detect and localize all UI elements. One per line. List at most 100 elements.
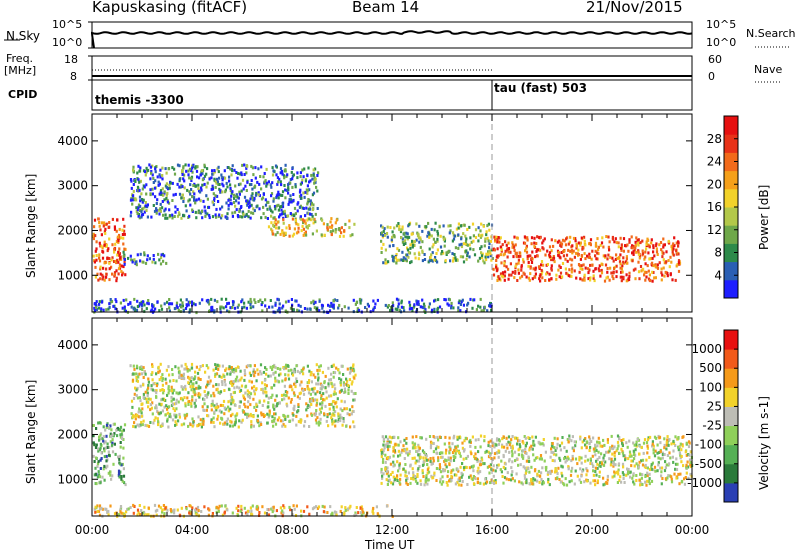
power-echo-cell [312,217,315,221]
velocity-echo-cell [172,407,175,411]
velocity-echo-cell [151,388,154,392]
power-echo-cell [195,198,198,202]
velocity-echo-cell [457,483,460,487]
power-echo-cell [159,202,162,206]
power-echo-cell [402,306,405,310]
power-echo-cell [307,212,310,216]
velocity-echo-cell [386,483,389,486]
velocity-echo-cell [173,409,176,413]
velocity-echo-cell [289,400,293,404]
velocity-echo-cell [597,450,600,454]
power-echo-cell [298,205,301,209]
power-echo-cell [538,277,541,281]
power-echo-cell [393,226,396,230]
power-echo-cell [242,187,245,191]
velocity-echo-cell [173,413,176,417]
power-echo-cell [277,208,280,212]
power-echo-cell [468,225,471,229]
power-echo-cell [144,201,147,204]
velocity-echo-cell [167,365,170,369]
power-echo-cell [159,168,162,172]
power-echo-cell [102,224,105,228]
power-echo-cell [308,224,311,227]
velocity-echo-cell [151,365,154,368]
velocity-echo-cell [532,439,535,443]
velocity-echo-cell [350,412,353,416]
power-echo-cell [311,177,314,181]
velocity-echo-cell [663,446,666,450]
power-echo-cell [208,302,211,306]
velocity-echo-cell [328,407,331,411]
power-echo-cell [135,263,138,267]
velocity-echo-cell [164,413,167,417]
velocity-echo-cell [500,459,503,463]
power-echo-cell [138,216,141,220]
velocity-echo-cell [421,463,425,467]
velocity-echo-cell [428,435,432,438]
power-echo-cell [145,192,148,196]
velocity-echo-cell [617,468,620,472]
power-echo-cell [274,301,277,305]
power-echo-cell [561,262,565,265]
power-echo-cell [621,264,624,268]
velocity-echo-cell [283,397,286,401]
velocity-echo-cell [564,460,567,464]
velocity-echo-cell [316,416,319,420]
velocity-echo-cell [322,392,325,396]
velocity-echo-cell [416,475,419,478]
power-echo-cell [421,298,424,302]
power-echo-cell [194,201,197,205]
velocity-echo-cell [498,439,501,443]
power-echo-cell [232,201,236,204]
power-echo-cell [264,215,267,219]
velocity-echo-cell [260,411,263,415]
velocity-echo-cell [105,434,108,438]
power-echo-cell [387,260,390,264]
velocity-echo-cell [270,386,273,390]
velocity-echo-cell [119,505,123,508]
power-echo-cell [464,240,468,244]
velocity-echo-cell [616,470,619,474]
power-echo-cell [189,203,192,207]
power-echo-cell [311,214,314,218]
power-echo-cell [310,203,313,207]
power-echo-cell [160,304,163,308]
velocity-echo-cell [630,454,633,458]
velocity-echo-cell [653,435,657,439]
power-echo-cell [97,217,100,221]
power-echo-cell [304,214,307,218]
velocity-echo-cell [224,368,227,372]
power-echo-cell [588,256,591,259]
power-echo-cell [554,239,557,243]
velocity-echo-cell [255,408,258,412]
velocity-echo-cell [164,399,167,402]
power-echo-cell [257,191,260,195]
power-echo-cell [396,247,399,251]
power-echo-cell [157,208,160,212]
velocity-echo-cell [255,505,259,509]
power-echo-cell [218,187,221,191]
power-echo-cell [249,204,252,208]
power-echo-cell [188,198,191,202]
power-echo-cell [321,306,324,310]
power-echo-cell [309,307,312,311]
power-echo-cell [129,214,132,218]
velocity-echo-cell [212,384,215,388]
velocity-echo-cell [474,445,477,449]
power-echo-cell [400,258,403,262]
power-echo-cell [98,300,101,304]
power-echo-cell [224,188,227,192]
velocity-echo-cell [468,440,471,444]
power-echo-cell [157,183,160,187]
velocity-echo-cell [295,364,298,368]
power-echo-cell [234,204,237,208]
power-echo-cell [366,302,369,306]
power-echo-cell [195,169,199,173]
velocity-echo-cell [315,505,318,509]
power-echo-cell [464,234,467,238]
power-echo-cell [282,218,285,222]
velocity-echo-cell [111,438,114,442]
velocity-echo-cell [438,463,441,467]
velocity-echo-cell [141,407,144,411]
velocity-echo-cell [260,388,263,391]
